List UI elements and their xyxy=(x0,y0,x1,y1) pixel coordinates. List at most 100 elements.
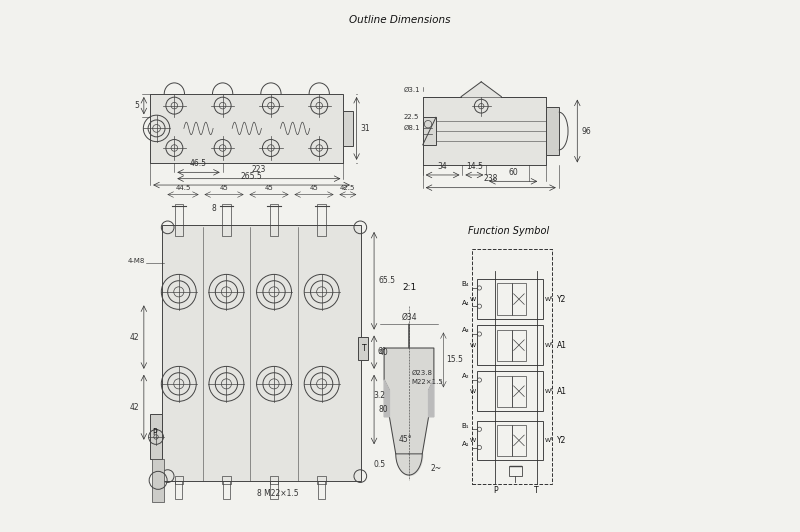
Text: Ø34: Ø34 xyxy=(401,313,417,322)
Text: 60: 60 xyxy=(508,168,518,177)
Text: W: W xyxy=(470,389,476,394)
Bar xyxy=(478,325,543,365)
Bar xyxy=(422,117,436,145)
Text: Outline Dimensions: Outline Dimensions xyxy=(350,14,450,24)
Text: W: W xyxy=(470,296,476,302)
Text: T: T xyxy=(362,344,366,353)
Text: A₂: A₂ xyxy=(462,373,470,379)
Text: 14.5: 14.5 xyxy=(466,162,482,171)
Bar xyxy=(150,94,343,163)
Text: 22.5: 22.5 xyxy=(404,114,419,120)
Bar xyxy=(343,111,353,146)
Bar xyxy=(512,376,526,407)
Text: 238: 238 xyxy=(483,174,498,184)
Bar xyxy=(318,481,326,499)
Bar xyxy=(497,284,512,315)
Bar xyxy=(512,284,526,315)
Text: 265.5: 265.5 xyxy=(241,172,262,181)
Bar xyxy=(270,481,278,499)
Polygon shape xyxy=(384,380,390,417)
Text: 3.2: 3.2 xyxy=(374,392,386,400)
Text: B₁: B₁ xyxy=(462,423,470,429)
Text: 5: 5 xyxy=(134,101,140,110)
Text: Y2: Y2 xyxy=(557,295,566,304)
Text: 15.5: 15.5 xyxy=(446,355,463,364)
Bar xyxy=(358,337,368,360)
Bar xyxy=(512,329,526,361)
Polygon shape xyxy=(409,324,434,454)
Bar xyxy=(512,425,526,456)
Text: 2:1: 2:1 xyxy=(402,283,416,292)
Bar xyxy=(174,476,183,484)
Bar xyxy=(478,279,543,319)
Bar xyxy=(497,425,512,456)
Polygon shape xyxy=(461,82,502,97)
Text: 4-M8: 4-M8 xyxy=(127,258,145,264)
Text: Y2: Y2 xyxy=(557,436,566,445)
Polygon shape xyxy=(384,324,409,454)
Bar xyxy=(497,329,512,361)
Bar xyxy=(270,204,278,236)
Bar xyxy=(175,481,182,499)
Bar xyxy=(222,481,230,499)
Text: Ø8.1: Ø8.1 xyxy=(404,124,420,131)
Text: 45: 45 xyxy=(265,185,274,191)
Bar xyxy=(270,476,278,484)
Bar xyxy=(150,414,162,459)
Text: 2~: 2~ xyxy=(430,464,442,473)
Text: 6°: 6° xyxy=(378,347,386,356)
Bar xyxy=(422,97,546,165)
Text: Ø23.8: Ø23.8 xyxy=(412,370,433,376)
Bar xyxy=(152,459,164,502)
Text: 40: 40 xyxy=(378,348,388,356)
Text: 44.5: 44.5 xyxy=(175,185,190,191)
Text: A1: A1 xyxy=(557,387,566,396)
Bar xyxy=(174,204,183,236)
Text: 42: 42 xyxy=(130,332,140,342)
Text: 96: 96 xyxy=(582,127,591,136)
Bar xyxy=(222,476,230,484)
Text: 45°: 45° xyxy=(398,435,412,444)
Text: A₁: A₁ xyxy=(462,441,470,447)
Bar xyxy=(472,248,553,484)
Text: Wᵀ: Wᵀ xyxy=(545,296,554,302)
Text: T: T xyxy=(534,486,539,495)
Bar xyxy=(318,476,326,484)
Bar xyxy=(509,466,522,476)
Text: A₃: A₃ xyxy=(462,327,470,334)
Text: 45: 45 xyxy=(310,185,318,191)
Text: 46.5: 46.5 xyxy=(190,159,207,168)
Bar xyxy=(478,420,543,460)
Text: 8: 8 xyxy=(211,204,216,213)
Text: 31: 31 xyxy=(361,124,370,133)
Text: P: P xyxy=(493,486,498,495)
Polygon shape xyxy=(429,380,434,417)
Text: 223: 223 xyxy=(252,165,266,174)
Text: 42.5: 42.5 xyxy=(340,185,355,191)
Text: Wᵀ: Wᵀ xyxy=(545,438,554,443)
Text: 80: 80 xyxy=(378,405,388,414)
Text: Function Symbol: Function Symbol xyxy=(468,226,550,236)
Bar xyxy=(318,204,326,236)
Text: 42: 42 xyxy=(130,403,140,412)
Text: M22×1.5: M22×1.5 xyxy=(412,379,443,385)
Text: A1: A1 xyxy=(557,340,566,350)
Text: P: P xyxy=(152,428,157,437)
Text: W: W xyxy=(470,438,476,443)
Text: Ø3.1: Ø3.1 xyxy=(404,86,420,93)
Text: Wᵀ: Wᵀ xyxy=(545,343,554,347)
Text: 0.5: 0.5 xyxy=(374,460,386,469)
Bar xyxy=(162,225,362,481)
Bar xyxy=(497,376,512,407)
Text: 45: 45 xyxy=(220,185,229,191)
Text: 8 M22×1.5: 8 M22×1.5 xyxy=(258,489,299,498)
Text: B₄: B₄ xyxy=(462,281,470,287)
Text: 65.5: 65.5 xyxy=(378,276,395,285)
Text: W: W xyxy=(470,343,476,347)
Bar xyxy=(222,204,230,236)
Bar xyxy=(478,371,543,411)
Text: A₄: A₄ xyxy=(462,300,470,305)
Bar xyxy=(546,107,558,155)
Text: 34: 34 xyxy=(438,162,447,171)
Text: Wᵀ: Wᵀ xyxy=(545,389,554,394)
